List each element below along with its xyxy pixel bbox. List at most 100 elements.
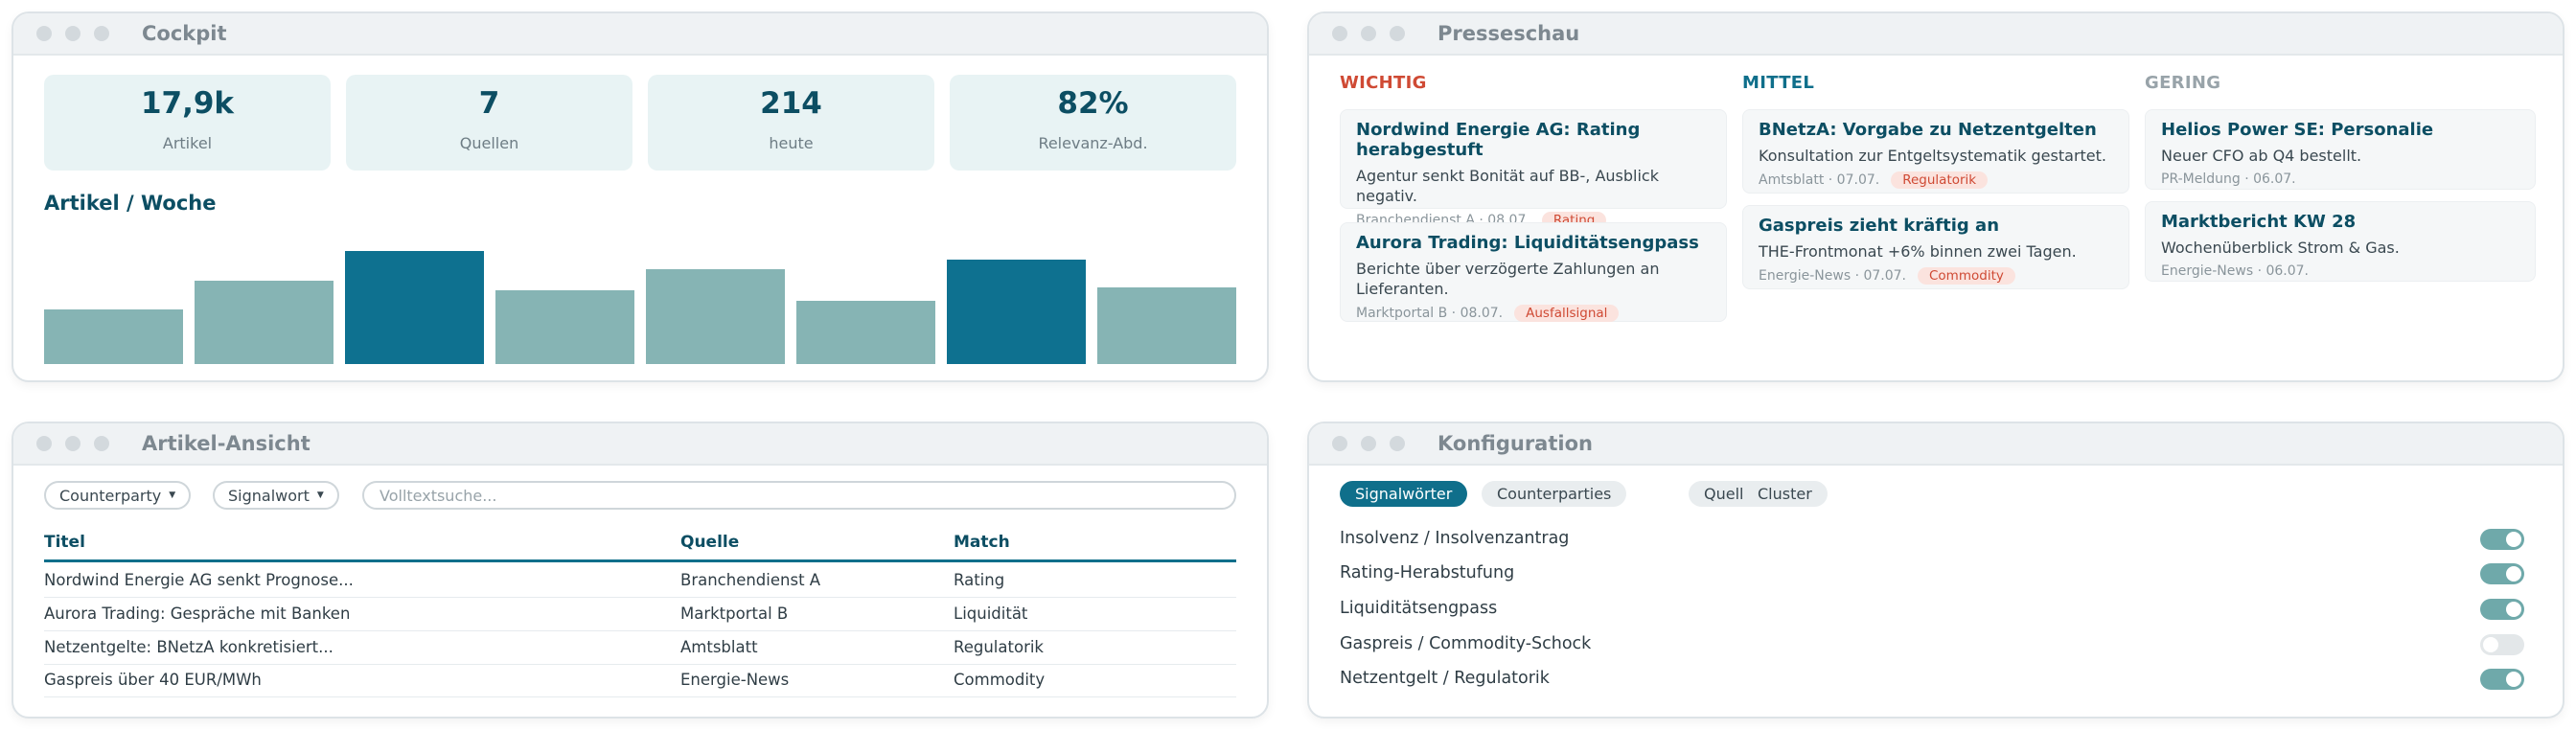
counterparty-filter[interactable]: Counterparty ▼ (44, 481, 192, 510)
news-title: Helios Power SE: Personalie (2161, 120, 2434, 140)
maximize-dot[interactable] (1390, 436, 1405, 451)
close-dot[interactable] (36, 436, 52, 451)
cockpit-titlebar: Cockpit (13, 13, 1267, 56)
kpi-value: 214 (760, 86, 822, 121)
kpi-value: 82% (1057, 86, 1129, 121)
news-title: Marktbericht KW 28 (2161, 212, 2357, 232)
cell-source: Branchendienst A (680, 571, 821, 589)
news-card[interactable]: Gaspreis zieht kräftig an THE-Frontmonat… (1742, 205, 2129, 289)
table-row[interactable]: Netzentgelte: BNetzA konkretisiert... Am… (44, 631, 1236, 665)
minimize-dot[interactable] (65, 26, 80, 41)
news-card[interactable]: Helios Power SE: Personalie Neuer CFO ab… (2145, 109, 2536, 190)
chart-bar (646, 268, 785, 364)
cell-title: Aurora Trading: Gespräche mit Banken (44, 605, 351, 623)
kpi-value: 7 (478, 86, 500, 121)
cockpit-window: Cockpit 17,9k Artikel 7 Quellen 214 heut… (12, 11, 1269, 382)
config-titlebar: Konfiguration (1309, 423, 2563, 466)
news-text: Berichte über verzögerte Zahlungen an Li… (1356, 260, 1660, 298)
signalword-filter[interactable]: Signalwort ▼ (213, 481, 339, 510)
minimize-dot[interactable] (1361, 436, 1376, 451)
cell-match: Commodity (954, 671, 1046, 689)
kpi-label: heute (769, 134, 814, 152)
cell-match: Rating (954, 571, 1005, 589)
toggle-knob (2506, 672, 2521, 687)
kpi-label: Relevanz-Abd. (1038, 134, 1148, 152)
filter-label: Counterparty (59, 486, 162, 505)
kpi-card-relevance: 82% Relevanz-Abd. (950, 75, 1236, 171)
minimize-dot[interactable] (1361, 26, 1376, 41)
signal-tag: Commodity (1918, 267, 2015, 285)
caret-down-icon: ▼ (169, 490, 176, 500)
news-text: THE-Frontmonat +6% binnen zwei Tagen. (1759, 242, 2077, 261)
chart-bar (495, 290, 634, 364)
signalword-label: Rating-Herabstufung (1340, 563, 1515, 582)
tab-counterparties[interactable]: Counterparties (1482, 481, 1627, 507)
news-card[interactable]: BNetzA: Vorgabe zu Netzentgelten Konsult… (1742, 109, 2129, 194)
chart-title: Artikel / Woche (44, 192, 217, 215)
signalword-toggle[interactable] (2480, 529, 2524, 550)
signalword-toggle[interactable] (2480, 599, 2524, 620)
column-header-match[interactable]: Match (954, 533, 1010, 552)
press-window: Presseschau WICHTIG Nordwind Energie AG:… (1307, 11, 2564, 382)
news-title: Nordwind Energie AG: Rating herabgestuft (1356, 120, 1641, 160)
kpi-value: 17,9k (140, 86, 235, 121)
kpi-label: Artikel (162, 134, 213, 152)
window-title: Cockpit (142, 22, 227, 45)
news-title: Gaspreis zieht kräftig an (1759, 216, 2000, 236)
tab-cluster[interactable]: Cluster (1742, 481, 1828, 507)
kpi-card-articles: 17,9k Artikel (44, 75, 331, 171)
signalword-label: Liquiditätsengpass (1340, 599, 1498, 618)
config-window: Konfiguration Signalwörter Counterpartie… (1307, 422, 2564, 719)
news-meta: Marktportal B · 08.07. Ausfallsignal (1356, 305, 1711, 322)
signalword-toggle[interactable] (2480, 669, 2524, 690)
column-header-source[interactable]: Quelle (680, 533, 740, 552)
chart-bar (44, 309, 183, 364)
signalword-row: Insolvenz / Insolvenzantrag (1340, 523, 2524, 556)
signalword-toggle[interactable] (2480, 563, 2524, 584)
window-title: Konfiguration (1438, 432, 1593, 455)
kpi-card-today: 214 heute (648, 75, 934, 171)
bar-chart (44, 251, 1236, 364)
table-row[interactable]: Gaspreis über 40 EUR/MWh Energie-News Co… (44, 664, 1236, 697)
column-header-title[interactable]: Titel (44, 533, 85, 552)
close-dot[interactable] (1332, 26, 1347, 41)
cell-source: Marktportal B (680, 605, 789, 623)
toggle-knob (2506, 602, 2521, 617)
table-row[interactable]: Aurora Trading: Gespräche mit Banken Mar… (44, 598, 1236, 631)
news-meta: Amtsblatt · 07.07. Regulatorik (1759, 171, 2113, 189)
news-source: PR-Meldung · 06.07. (2161, 171, 2296, 187)
cell-source: Energie-News (680, 671, 790, 689)
fulltext-search-input[interactable] (362, 481, 1236, 510)
news-card[interactable]: Nordwind Energie AG: Rating herabgestuft… (1340, 109, 1727, 229)
column-heading-high: WICHTIG (1340, 73, 1427, 93)
minimize-dot[interactable] (65, 436, 80, 451)
cell-title: Nordwind Energie AG senkt Prognose... (44, 571, 354, 589)
news-source: Marktportal B · 08.07. (1356, 306, 1504, 321)
table-row[interactable]: Nordwind Energie AG senkt Prognose... Br… (44, 564, 1236, 598)
window-title: Artikel-Ansicht (142, 432, 310, 455)
signalword-row: Gaspreis / Commodity-Schock (1340, 628, 2524, 661)
signalword-toggle[interactable] (2480, 634, 2524, 655)
signalword-row: Netzentgelt / Regulatorik (1340, 663, 2524, 696)
caret-down-icon: ▼ (316, 490, 324, 500)
news-source: Amtsblatt · 07.07. (1759, 172, 1880, 188)
column-heading-medium: MITTEL (1742, 73, 1815, 93)
news-title: Aurora Trading: Liquiditätsengpass (1356, 233, 1699, 253)
kpi-label: Quellen (459, 134, 519, 152)
maximize-dot[interactable] (1390, 26, 1405, 41)
close-dot[interactable] (1332, 436, 1347, 451)
toggle-knob (2506, 532, 2521, 547)
cell-source: Amtsblatt (680, 638, 758, 656)
news-card[interactable]: Marktbericht KW 28 Wochenüberblick Strom… (2145, 201, 2536, 282)
maximize-dot[interactable] (94, 26, 109, 41)
maximize-dot[interactable] (94, 436, 109, 451)
press-titlebar: Presseschau (1309, 13, 2563, 56)
tab-signalwoerter[interactable]: Signalwörter (1340, 481, 1468, 507)
articles-titlebar: Artikel-Ansicht (13, 423, 1267, 466)
signalword-row: Liquiditätsengpass (1340, 593, 2524, 626)
close-dot[interactable] (36, 26, 52, 41)
news-card[interactable]: Aurora Trading: Liquiditätsengpass Beric… (1340, 222, 1727, 322)
signalword-label: Insolvenz / Insolvenzantrag (1340, 529, 1570, 548)
cell-match: Liquidität (954, 605, 1028, 623)
signal-tag: Regulatorik (1891, 171, 1989, 189)
